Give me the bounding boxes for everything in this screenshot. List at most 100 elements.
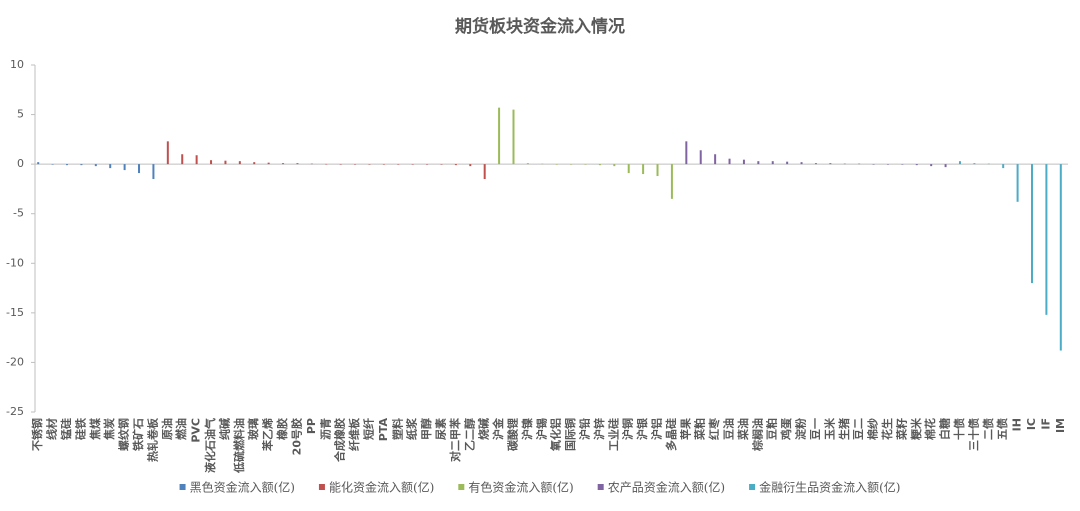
bar [1002,164,1005,169]
bar [858,163,861,165]
x-tick-label: 鸡蛋 [779,417,793,441]
bar [771,161,774,165]
bar [483,164,486,180]
y-tick-label: 0 [17,157,24,170]
x-tick-label: 豆一 [809,418,822,440]
y-tick-label: -15 [6,306,24,319]
x-tick-label: 沪镍 [520,418,534,440]
bar [958,161,961,165]
bar [368,164,371,165]
bar [584,164,587,165]
x-tick-label: 锰硅 [59,418,73,440]
bar [613,164,616,167]
x-tick-label: PP [305,418,318,434]
bar [181,154,184,165]
x-tick-label: 低硫燃料油 [232,418,246,474]
bar [901,164,904,165]
bar [411,164,414,165]
bar [829,163,832,165]
legend-swatch [458,484,465,490]
bar [786,161,789,165]
bar [195,155,198,165]
bar [94,164,97,167]
bar [800,162,803,165]
x-tick-label: IM [1054,418,1067,433]
x-tick-label: 粳米 [909,417,923,441]
legend-label: 金融衍生品资金流入额(亿) [759,480,900,495]
bar [642,164,645,175]
bar [310,163,313,165]
bar [382,164,385,165]
x-tick-label: 橡胶 [275,418,289,440]
x-tick-label: 硅铁 [73,418,87,440]
bar [1016,164,1019,202]
bar [987,163,990,165]
x-tick-label: 红枣 [707,417,721,440]
bar [138,164,141,174]
x-tick-label: 菜油 [736,418,750,441]
x-tick-label: 焦煤 [88,417,102,441]
x-tick-label: 沪铝 [650,418,664,440]
bar [296,163,299,165]
bar [757,161,760,165]
bar [685,141,688,165]
x-tick-label: 国际铜 [563,418,577,451]
x-tick-label: 乙二醇 [462,418,476,451]
chart-title: 期货板块资金流入情况 [455,16,625,37]
bar [541,163,544,165]
x-tick-label: 豆油 [722,418,736,440]
x-tick-label: 棕榈油 [750,418,764,452]
bar [498,107,501,165]
bar [570,164,573,165]
x-tick-label: 十债 [952,418,966,440]
x-tick-label: 焦炭 [102,418,116,441]
x-tick-label: PVC [190,418,203,443]
bar [973,163,976,165]
x-tick-label: 沪锡 [534,418,548,440]
bar [886,164,889,165]
x-tick-label: 豆二 [852,418,865,440]
bar [80,164,83,166]
x-tick-label: 工业硅 [606,418,620,451]
bar [397,164,400,165]
bar [930,164,933,167]
x-tick-label: 二债 [981,418,995,440]
y-tick-label: 10 [10,58,24,71]
bar [325,163,328,165]
bar [282,163,285,165]
x-tick-label: 沪铜 [621,418,635,440]
bar [714,154,717,165]
y-tick-label: -5 [13,207,24,220]
bar [469,164,472,167]
x-tick-label: 液化石油气 [203,418,217,473]
bar [440,164,443,165]
bar [152,164,155,180]
bar [224,160,227,165]
x-tick-label: 纸浆 [405,417,419,440]
x-tick-label: 菜籽 [894,418,908,441]
y-tick-label: -25 [6,405,24,418]
legend-swatch [179,484,186,490]
x-tick-label: IH [1011,418,1024,431]
x-tick-label: 五债 [995,418,1009,440]
x-tick-label: PTA [377,418,390,442]
bar [915,164,918,166]
x-tick-label: 棉纱 [866,418,880,440]
x-tick-label: 淀粉 [794,418,808,440]
bar [123,164,126,171]
legend-swatch [318,484,325,490]
x-tick-label: 塑料 [390,418,404,440]
bar [253,162,256,165]
bar [37,162,40,165]
bar [944,164,947,168]
x-tick-label: 苹果 [678,418,692,440]
x-tick-label: 玉米 [822,417,836,440]
x-tick-label: 氧化铝 [549,418,563,452]
x-tick-label: 沪锌 [592,418,606,440]
x-tick-label: 碳酸锂 [505,418,519,451]
bar [267,162,270,165]
bar [872,164,875,165]
bar [166,141,169,165]
x-tick-label: 沪金 [491,417,505,440]
x-tick-label: 合成橡胶 [333,418,347,462]
